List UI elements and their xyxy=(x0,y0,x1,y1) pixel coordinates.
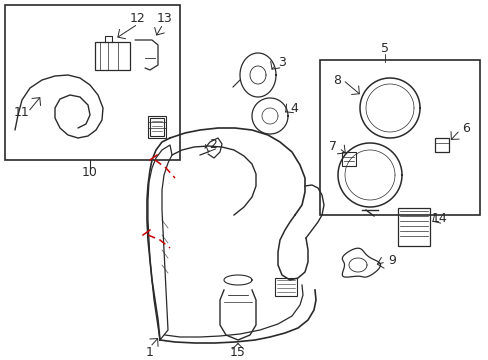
Text: 7: 7 xyxy=(328,139,336,153)
Bar xyxy=(341,152,355,166)
Text: 1: 1 xyxy=(146,346,154,359)
Text: 5: 5 xyxy=(380,41,388,54)
Text: 12: 12 xyxy=(130,12,145,24)
Bar xyxy=(434,138,448,152)
Text: 8: 8 xyxy=(332,73,340,86)
Bar xyxy=(319,60,479,215)
Text: 3: 3 xyxy=(278,55,285,68)
Bar xyxy=(150,118,163,136)
Text: 10: 10 xyxy=(82,166,98,180)
Bar xyxy=(148,116,165,138)
Text: 6: 6 xyxy=(461,122,469,135)
Text: 4: 4 xyxy=(289,102,297,114)
Bar xyxy=(5,5,180,160)
Text: 9: 9 xyxy=(387,253,395,266)
Bar xyxy=(95,42,130,70)
Text: 13: 13 xyxy=(157,12,173,24)
Text: 2: 2 xyxy=(209,139,217,152)
Text: 15: 15 xyxy=(229,346,245,359)
Bar xyxy=(397,208,429,246)
Text: 14: 14 xyxy=(431,211,447,225)
Bar xyxy=(274,278,296,296)
Text: 11: 11 xyxy=(14,105,30,118)
